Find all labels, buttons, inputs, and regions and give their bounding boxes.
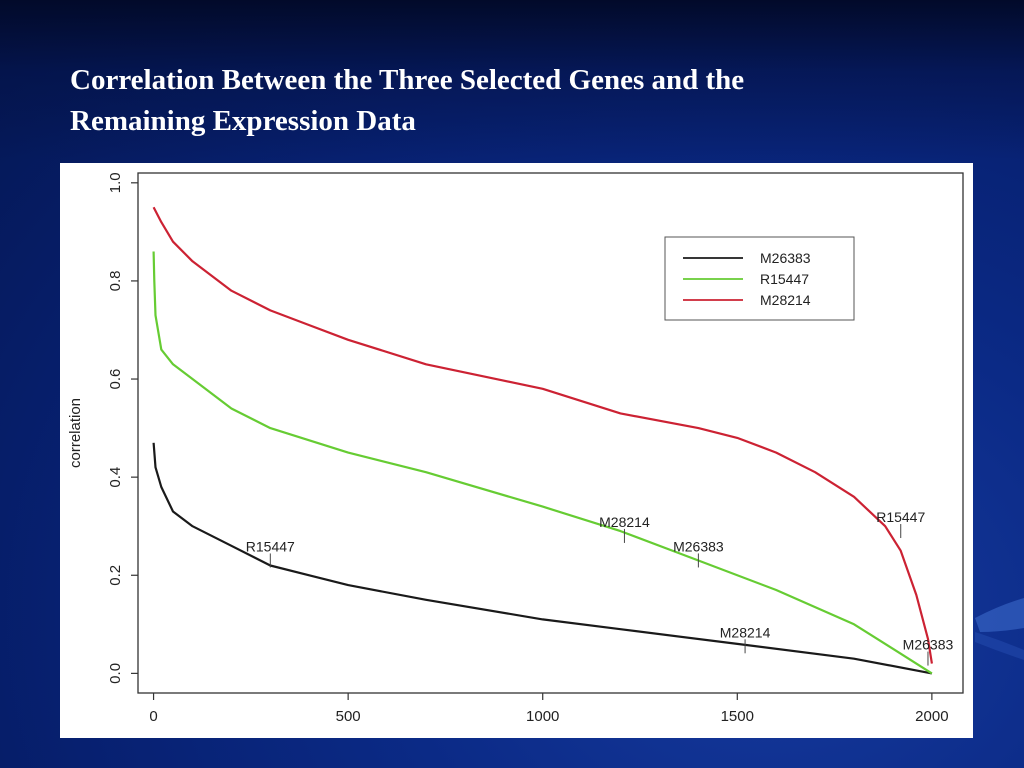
y-tick-label: 0.4 — [107, 467, 124, 488]
y-axis: 0.0 0.2 0.4 0.6 0.8 1.0 — [107, 172, 138, 684]
legend-label: M26383 — [760, 250, 811, 266]
legend-label: M28214 — [760, 292, 811, 308]
y-axis-title: correlation — [67, 398, 84, 468]
annotation-label: R15447 — [876, 509, 925, 525]
legend-label: R15447 — [760, 271, 809, 287]
annotation-label: R15447 — [246, 538, 295, 554]
series-line-r15447 — [152, 251, 933, 675]
annotation-label: M28214 — [720, 624, 771, 640]
annotation-label: M26383 — [903, 637, 954, 653]
series-line-m28214 — [152, 206, 933, 664]
annotation-label: M28214 — [599, 514, 650, 530]
y-tick-label: 0.2 — [107, 565, 124, 586]
correlation-line-chart: 0 500 1000 1500 2000 0.0 0.2 0.4 0.6 0.8 1.0 corr… — [67, 172, 964, 725]
y-tick-label: 0.6 — [107, 369, 124, 390]
x-axis: 0 500 1000 1500 2000 — [149, 693, 949, 725]
x-tick-label: 500 — [336, 708, 361, 725]
series-line-m26383 — [152, 442, 933, 675]
annotation-label: M26383 — [673, 538, 724, 554]
chart-panel: 0 500 1000 1500 2000 0.0 0.2 0.4 0.6 0.8 1.0 corr… — [60, 163, 973, 738]
y-tick-label: 0.0 — [107, 663, 124, 684]
x-tick-label: 1000 — [526, 708, 559, 725]
y-tick-label: 0.8 — [107, 270, 124, 291]
plot-frame — [137, 172, 964, 694]
slide-title-line-2: Remaining Expression Data — [70, 105, 416, 137]
slide-title: Correlation Between the Three Selected G… — [70, 60, 950, 142]
y-tick-label: 1.0 — [107, 172, 124, 193]
slide-background-shade — [0, 0, 1024, 160]
x-tick-label: 1500 — [721, 708, 754, 725]
x-tick-label: 0 — [149, 708, 157, 725]
legend: M26383 R15447 M28214 — [664, 236, 855, 321]
annotation-layer: R15447 M28214 M26383 M28214 R15447 M26383 — [246, 509, 954, 666]
slide-title-line-1: Correlation Between the Three Selected G… — [70, 64, 745, 96]
x-tick-label: 2000 — [915, 708, 948, 725]
series-layer — [152, 206, 933, 675]
